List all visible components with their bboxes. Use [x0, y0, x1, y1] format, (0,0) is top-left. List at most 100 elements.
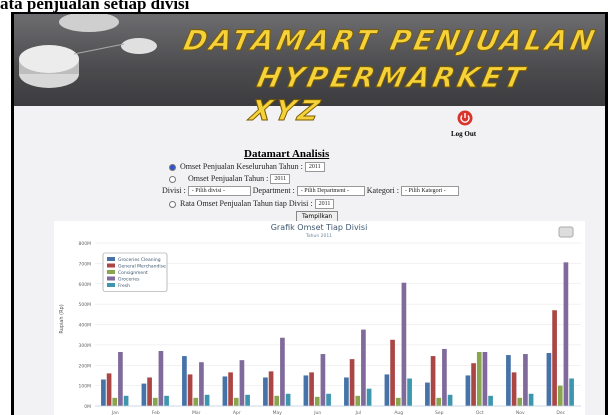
- row: Omset Penjualan Tahun : 2011: [169, 174, 290, 184]
- select[interactable]: 2011: [270, 174, 290, 184]
- bar: [234, 398, 239, 406]
- bar: [153, 398, 158, 406]
- select[interactable]: 2011: [315, 199, 335, 209]
- bar: [436, 398, 441, 406]
- page: {"caption": "ata penjualan setiap divisi…: [0, 0, 613, 415]
- select[interactable]: - Pilih Department -: [297, 186, 365, 196]
- bar: [442, 349, 447, 406]
- bar: [385, 374, 390, 406]
- bar: [199, 362, 204, 406]
- bar: [274, 396, 279, 406]
- bar: [483, 352, 488, 406]
- x-tick-label: May: [273, 410, 283, 415]
- logout[interactable]: Log Out: [451, 130, 476, 138]
- label: Omset Penjualan Keseluruhan Tahun :: [180, 162, 303, 171]
- bar: [112, 398, 117, 406]
- content: DATAMART PENJUALAN HYPERMARKET XYZ Log O…: [14, 14, 605, 415]
- bar: [448, 395, 453, 406]
- bar: [286, 394, 291, 406]
- x-tick-label: Jul: [355, 410, 361, 415]
- bar: [245, 395, 250, 406]
- bar: [523, 354, 528, 406]
- y-tick-label: 300M: [79, 343, 92, 349]
- x-tick-label: Jun: [313, 410, 321, 415]
- y-tick-label: 400M: [79, 323, 92, 329]
- bar: [529, 394, 534, 406]
- legend-label: General Merchandise: [118, 264, 166, 270]
- form-title: Datamart Analisis: [244, 148, 329, 160]
- y-tick-label: 100M: [79, 384, 92, 390]
- bar: [396, 398, 401, 406]
- bar: [193, 398, 198, 406]
- label: Omset Penjualan Tahun :: [188, 174, 268, 183]
- x-tick-label: Feb: [152, 410, 160, 415]
- legend-swatch: [107, 283, 115, 287]
- bar: [228, 372, 233, 406]
- bar: [269, 371, 274, 406]
- bar: [182, 356, 187, 406]
- bar: [124, 396, 129, 406]
- bar: [407, 378, 412, 406]
- bar: [355, 396, 360, 406]
- select[interactable]: - Pilih Kategori -: [401, 186, 459, 196]
- bar: [552, 310, 557, 406]
- bar: [315, 397, 320, 406]
- bar: [506, 355, 511, 406]
- bar: [569, 378, 574, 406]
- y-tick-label: 200M: [79, 363, 92, 369]
- x-tick-label: Jan: [111, 410, 119, 415]
- bar: [425, 383, 430, 406]
- bar: [118, 352, 123, 406]
- bar: [263, 377, 268, 406]
- y-tick-label: 600M: [79, 282, 92, 288]
- bar: [280, 338, 285, 406]
- bar: [101, 380, 106, 406]
- radio[interactable]: [169, 164, 176, 171]
- legend-swatch: [107, 257, 115, 261]
- bar: [367, 389, 372, 406]
- bar: [558, 386, 563, 406]
- bar: [466, 375, 471, 406]
- label: Divisi :: [162, 186, 186, 195]
- bar: [402, 283, 407, 406]
- legend-swatch: [107, 277, 115, 281]
- x-tick-label: Mar: [192, 410, 201, 415]
- label: Kategori :: [367, 186, 399, 195]
- label: Rata Omset Penjualan Tahun tiap Divisi :: [180, 199, 313, 208]
- banner-art: [14, 14, 164, 106]
- x-tick-label: Dec: [556, 410, 565, 415]
- chart: Grafik Omset Tiap Divisi Tahun 2011 Rupi…: [54, 221, 585, 415]
- bar: [326, 394, 331, 406]
- bar: [350, 359, 355, 406]
- bar: [164, 396, 169, 406]
- bar: [223, 376, 228, 406]
- bar: [321, 354, 326, 406]
- bar: [344, 377, 349, 406]
- label: Department :: [253, 186, 295, 195]
- logout-icon[interactable]: [457, 110, 473, 126]
- legend-label: Groceries Cleaning: [118, 257, 161, 263]
- bar: [390, 340, 395, 406]
- export-button[interactable]: [559, 227, 573, 237]
- legend-label: Consignment: [118, 270, 148, 276]
- x-tick-label: Apr: [233, 410, 241, 415]
- bar: [517, 398, 522, 406]
- banner-line1: DATAMART PENJUALAN: [180, 24, 600, 57]
- bar: [477, 352, 482, 406]
- x-tick-label: Nov: [516, 410, 525, 415]
- chart-subtitle: Tahun 2011: [305, 233, 332, 239]
- legend-label: Fresh: [118, 283, 130, 289]
- y-tick-label: 500M: [79, 302, 92, 308]
- row: Divisi : - Pilih divisi - Department : -…: [162, 186, 459, 196]
- bar: [431, 356, 436, 406]
- legend-swatch: [107, 270, 115, 274]
- y-tick-label: 800M: [79, 241, 92, 247]
- radio[interactable]: [169, 176, 176, 183]
- banner: DATAMART PENJUALAN HYPERMARKET XYZ: [14, 14, 605, 106]
- select[interactable]: 2011: [305, 162, 325, 172]
- bar: [564, 262, 569, 406]
- select[interactable]: - Pilih divisi -: [188, 186, 251, 196]
- radio[interactable]: [169, 201, 176, 208]
- bar: [304, 375, 309, 406]
- chart-title: Grafik Omset Tiap Divisi: [271, 223, 368, 232]
